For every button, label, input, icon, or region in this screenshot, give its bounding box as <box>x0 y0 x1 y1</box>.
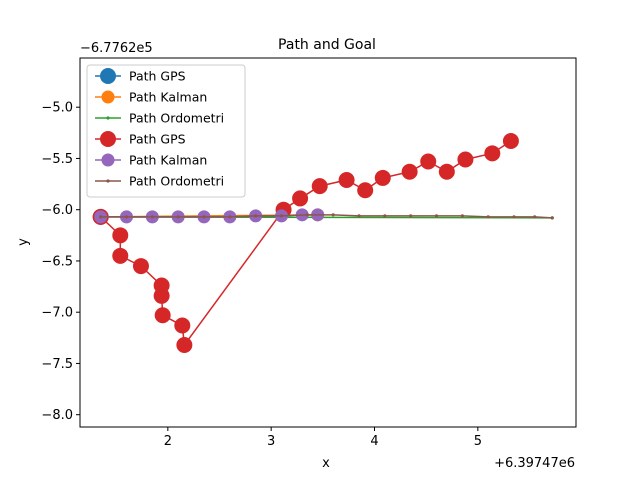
data-point <box>154 307 171 324</box>
data-point <box>357 214 361 218</box>
x-tick-label: 4 <box>370 434 378 449</box>
data-point <box>383 214 387 218</box>
y-tick-label: −6.5 <box>41 254 73 269</box>
y-axis-label: y <box>16 238 31 246</box>
data-point <box>331 213 335 217</box>
y-tick-label: −5.0 <box>41 101 73 116</box>
legend-entry: Path Ordometri <box>95 174 224 189</box>
data-point <box>512 215 516 219</box>
legend-marker <box>100 68 116 84</box>
x-offset-label: +6.39747e6 <box>494 456 575 471</box>
data-point <box>420 153 437 170</box>
data-point <box>99 215 103 219</box>
legend-marker <box>100 131 116 147</box>
data-point <box>401 163 418 180</box>
y-tick-label: −7.0 <box>41 306 73 321</box>
data-point <box>484 145 501 162</box>
data-point <box>279 214 284 218</box>
x-tick-label: 3 <box>267 434 275 449</box>
legend-entry: Path Ordometri <box>95 111 224 126</box>
legend-label: Path GPS <box>129 132 186 147</box>
data-point <box>124 215 129 219</box>
data-point <box>550 216 554 220</box>
series-5 <box>99 213 554 220</box>
series-layer <box>92 133 554 353</box>
x-axis-label: x <box>322 456 330 471</box>
legend-marker <box>101 153 115 167</box>
legend-entry: Path Kalman <box>95 153 207 168</box>
data-point <box>357 182 374 199</box>
data-point <box>292 190 309 207</box>
legend-label: Path Kalman <box>129 153 207 168</box>
data-point <box>438 163 455 180</box>
legend-box <box>86 64 246 198</box>
data-point <box>174 317 191 334</box>
y-tick-label: −7.5 <box>41 357 73 372</box>
legend-label: Path Kalman <box>129 90 207 105</box>
legend-marker <box>106 116 110 120</box>
data-point <box>457 151 474 168</box>
data-point <box>112 227 129 244</box>
data-point <box>486 215 490 219</box>
plot-frame <box>79 57 577 428</box>
series-3 <box>92 133 519 353</box>
data-point <box>150 215 154 219</box>
data-point <box>434 214 439 218</box>
legend-marker <box>101 90 115 104</box>
legend-label: Path GPS <box>129 69 186 84</box>
data-point <box>153 287 170 304</box>
legend: Path GPS Path Kalman Path Ordometri Path GP… <box>86 64 246 198</box>
legend-entry: Path GPS <box>95 131 186 147</box>
chart-title: Path and Goal <box>278 37 376 53</box>
legend-label: Path Ordometri <box>129 111 224 126</box>
y-axis-ticks: −5.0 −5.5 −6.0 −6.5 −7.0 −7.5 −8.0 <box>41 101 80 423</box>
y-tick-label: −6.0 <box>41 203 73 218</box>
data-point <box>176 215 180 219</box>
x-tick-label: 5 <box>474 434 482 449</box>
data-point <box>132 258 149 275</box>
y-tick-label: −8.0 <box>41 408 73 423</box>
data-point <box>254 214 258 218</box>
data-point <box>176 337 193 353</box>
data-point <box>502 133 519 150</box>
y-tick-label: −5.5 <box>41 152 73 167</box>
legend-entry: Path GPS <box>95 68 186 84</box>
data-point <box>409 214 413 218</box>
data-point <box>311 178 328 195</box>
data-point <box>460 214 464 218</box>
legend-entry: Path Kalman <box>95 90 207 105</box>
data-point <box>112 247 129 264</box>
data-point <box>338 171 355 188</box>
legend-marker <box>106 179 110 183</box>
legend-label: Path Ordometri <box>129 174 224 189</box>
data-point <box>228 215 232 219</box>
data-point <box>533 215 537 219</box>
data-point <box>305 213 309 217</box>
x-tick-label: 2 <box>164 434 172 449</box>
data-point <box>202 215 206 219</box>
y-offset-label: −6.7762e5 <box>80 41 153 56</box>
data-point <box>374 169 391 186</box>
x-axis-ticks: 2 3 4 5 <box>164 427 482 449</box>
